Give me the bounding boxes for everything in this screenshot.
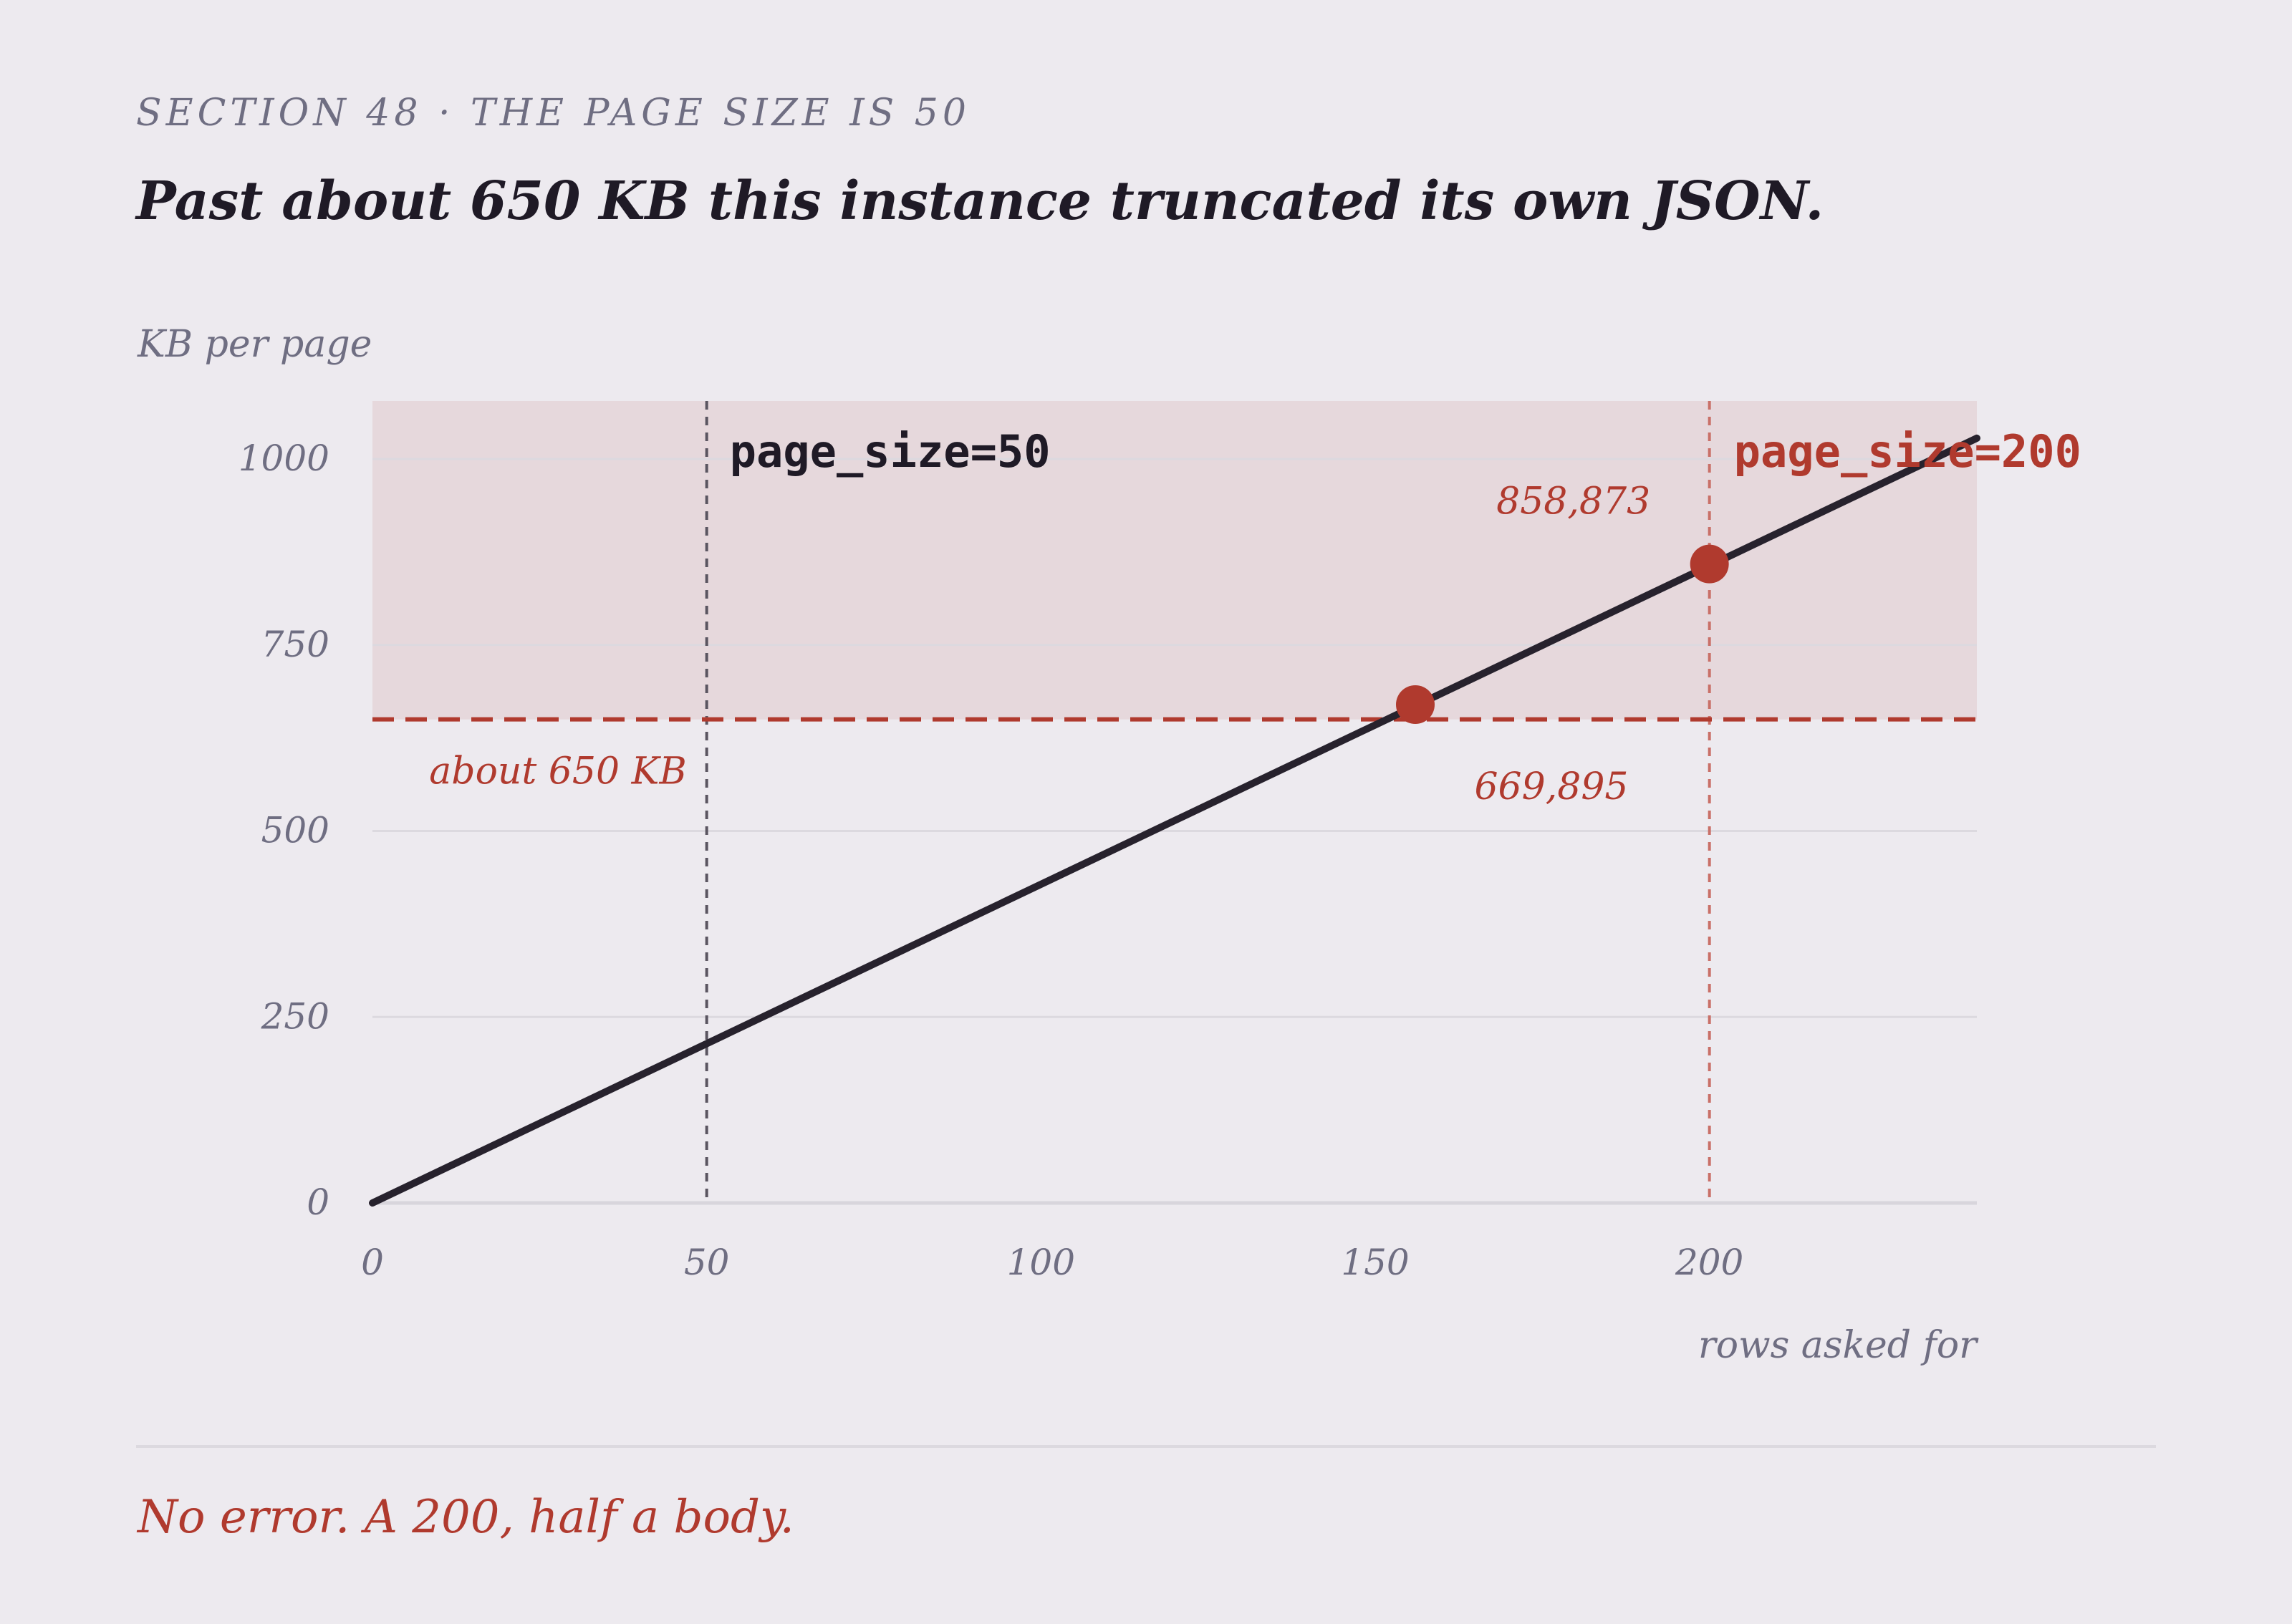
x-axis-label: rows asked for [1698,1324,1979,1367]
marker-label-page-size-50: page_size=50 [730,425,1051,478]
y-tick-label: 500 [261,810,329,851]
y-axis-label: KB per page [137,323,372,366]
x-tick-label: 100 [1007,1242,1075,1283]
x-tick-label: 150 [1341,1242,1409,1283]
line-chart: 0 250 500 750 1000 0 50 100 150 200 page_size=50 p… [137,323,2081,1367]
data-point [1690,544,1729,584]
footer-note: No error. A 200, half a body. [138,1491,794,1544]
y-tick-label: 1000 [239,438,329,479]
y-tick-label: 250 [261,995,329,1037]
marker-label-page-size-200: page_size=200 [1734,425,2081,478]
y-tick-label: 0 [307,1181,329,1223]
section-eyebrow: SECTION 48 · THE PAGE SIZE IS 50 [136,92,971,135]
footer-divider [136,1445,2156,1448]
data-label: 669,895 [1474,765,1628,808]
chart-headline: Past about 650 KB this instance truncate… [136,170,1824,232]
x-tick-label: 200 [1675,1242,1743,1283]
threshold-label: about 650 KB [429,750,686,793]
data-point [1396,685,1435,725]
x-tick-label: 50 [684,1242,730,1283]
x-tick-label: 0 [361,1242,384,1283]
data-label: 858,873 [1496,480,1650,523]
y-tick-label: 750 [261,624,329,665]
